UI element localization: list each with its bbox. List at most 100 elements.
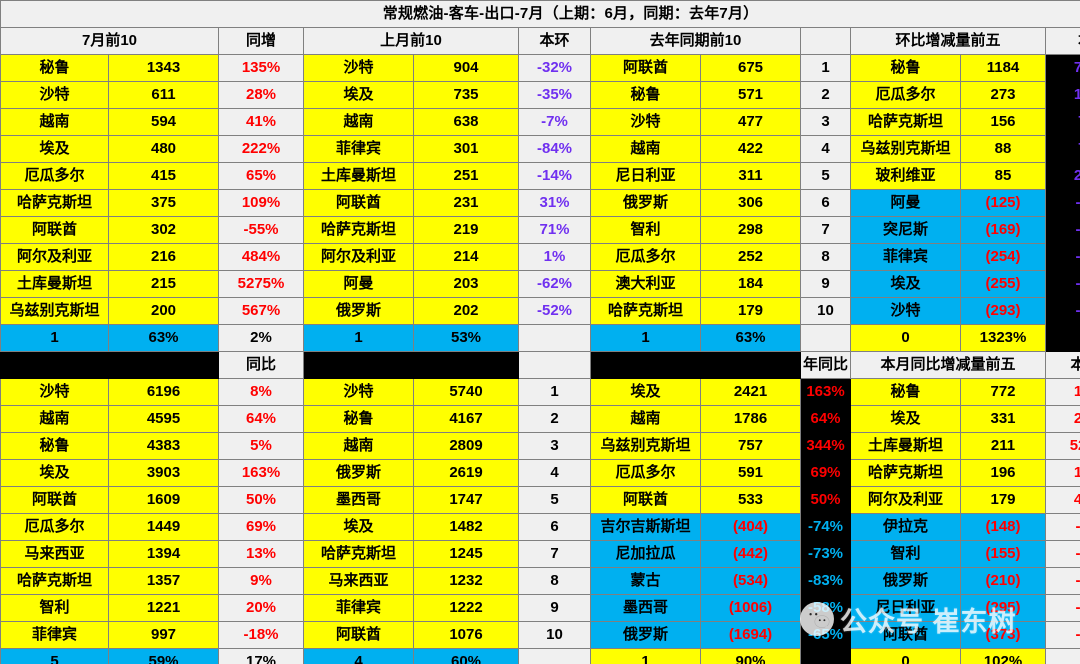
change-value: 211 xyxy=(960,432,1046,460)
rank-number: 5 xyxy=(518,486,591,514)
country-name: 尼日利亚 xyxy=(850,594,961,622)
mom-pct: -84% xyxy=(1044,243,1080,271)
country-name: 阿联酋 xyxy=(0,216,109,244)
change-value: 591 xyxy=(700,459,801,487)
country-name: 秘鲁 xyxy=(850,54,961,82)
change-value: 757 xyxy=(700,432,801,460)
country-value: 203 xyxy=(413,270,519,298)
header-rank xyxy=(800,27,851,55)
month-yoy-pct: -52% xyxy=(1044,540,1080,568)
summary-pct: 2% xyxy=(218,324,304,352)
year-yoy-pct: 50% xyxy=(800,486,851,514)
country-name: 厄瓜多尔 xyxy=(590,243,701,271)
country-name: 阿联酋 xyxy=(0,486,109,514)
country-name: 吉尔吉斯斯坦 xyxy=(590,513,701,541)
country-name: 沙特 xyxy=(0,81,109,109)
table-row: 1 63% 2% 1 53% 1 63% 0 1323% xyxy=(0,324,1080,352)
change-value: (155) xyxy=(960,540,1046,568)
country-value: 422 xyxy=(700,135,801,163)
growth-pct: -55% xyxy=(218,216,304,244)
country-value: 251 xyxy=(413,162,519,190)
country-name: 俄罗斯 xyxy=(590,189,701,217)
summary-pct xyxy=(518,324,591,352)
yoy-pct: 163% xyxy=(218,459,304,487)
mom-pct: 1% xyxy=(518,243,591,271)
table-row: 厄瓜多尔 1449 69% 埃及 1482 6 吉尔吉斯斯坦 (404) -74% 伊拉克 (148… xyxy=(0,513,1080,541)
summary-count: 4 xyxy=(303,648,414,664)
year-yoy-pct: -58% xyxy=(800,594,851,622)
country-name: 哈萨克斯坦 xyxy=(850,459,961,487)
mom-pct: -52% xyxy=(518,297,591,325)
country-name: 墨西哥 xyxy=(590,594,701,622)
country-value: 1222 xyxy=(413,594,519,622)
month-yoy-pct: -99% xyxy=(1044,513,1080,541)
table-row: 阿尔及利亚216484%阿尔及利亚2141%厄瓜多尔2528菲律宾(254)-8… xyxy=(0,243,1080,271)
table-row: 5 59% 17% 4 60% 1 90% 0 102% xyxy=(0,648,1080,664)
header-mom-growth: 同增 xyxy=(218,27,304,55)
country-value: 252 xyxy=(700,243,801,271)
rank-number: 10 xyxy=(518,621,591,649)
mom-pct: -35% xyxy=(518,81,591,109)
summary-count: 0 xyxy=(850,324,961,352)
mom-pct: -32% xyxy=(518,54,591,82)
country-name: 阿联酋 xyxy=(303,189,414,217)
country-value: 1394 xyxy=(108,540,219,568)
header-yoy: 同比 xyxy=(218,351,304,379)
month-yoy-pct: 135% xyxy=(1044,378,1080,406)
country-name: 埃及 xyxy=(850,405,961,433)
country-value: 219 xyxy=(413,216,519,244)
rank-number: 3 xyxy=(518,432,591,460)
month-yoy-pct: -69% xyxy=(1044,567,1080,595)
country-name: 越南 xyxy=(590,405,701,433)
change-value: (255) xyxy=(960,270,1046,298)
country-name: 智利 xyxy=(850,540,961,568)
year-yoy-pct: 163% xyxy=(800,378,851,406)
country-name: 沙特 xyxy=(0,378,109,406)
country-value: 6196 xyxy=(108,378,219,406)
table-row: 同比 年同比本月同比增减量前五本月同 xyxy=(0,351,1080,379)
country-name: 哈萨克斯坦 xyxy=(303,216,414,244)
rank-number: 1 xyxy=(518,378,591,406)
country-name: 土库曼斯坦 xyxy=(0,270,109,298)
country-value: 4595 xyxy=(108,405,219,433)
country-value: 306 xyxy=(700,189,801,217)
rank-number: 3 xyxy=(800,108,851,136)
growth-pct: 65% xyxy=(218,162,304,190)
month-yoy-pct: 222% xyxy=(1044,405,1080,433)
table-row: 菲律宾 997 -18% 阿联酋 1076 10 俄罗斯 (1694) -65% 阿联酋 (373)… xyxy=(0,621,1080,649)
country-value: 571 xyxy=(700,81,801,109)
growth-pct: 484% xyxy=(218,243,304,271)
change-value: 85 xyxy=(960,162,1046,190)
country-name: 秘鲁 xyxy=(303,405,414,433)
change-value: (442) xyxy=(700,540,801,568)
summary-share: 53% xyxy=(413,324,519,352)
country-value: 735 xyxy=(413,81,519,109)
rank-number: 6 xyxy=(800,189,851,217)
country-name: 越南 xyxy=(0,108,109,136)
country-value: 5740 xyxy=(413,378,519,406)
country-name: 智利 xyxy=(590,216,701,244)
header-spacer xyxy=(518,351,591,379)
summary-pct: 102% xyxy=(960,648,1046,664)
country-name: 厄瓜多尔 xyxy=(850,81,961,109)
country-name: 沙特 xyxy=(590,108,701,136)
summary-count: 1 xyxy=(303,324,414,352)
country-name: 马来西亚 xyxy=(303,567,414,595)
rank-number: 8 xyxy=(518,567,591,595)
country-name: 菲律宾 xyxy=(0,621,109,649)
country-value: 4383 xyxy=(108,432,219,460)
year-yoy-pct: 344% xyxy=(800,432,851,460)
country-name: 秘鲁 xyxy=(850,378,961,406)
country-name: 阿联酋 xyxy=(590,486,701,514)
header-last-year-top10: 去年同期前10 xyxy=(590,27,801,55)
country-value: 1357 xyxy=(108,567,219,595)
header-month-yoy: 本月同 xyxy=(1044,351,1080,379)
country-name: 哈萨克斯坦 xyxy=(0,189,109,217)
growth-pct: 567% xyxy=(218,297,304,325)
